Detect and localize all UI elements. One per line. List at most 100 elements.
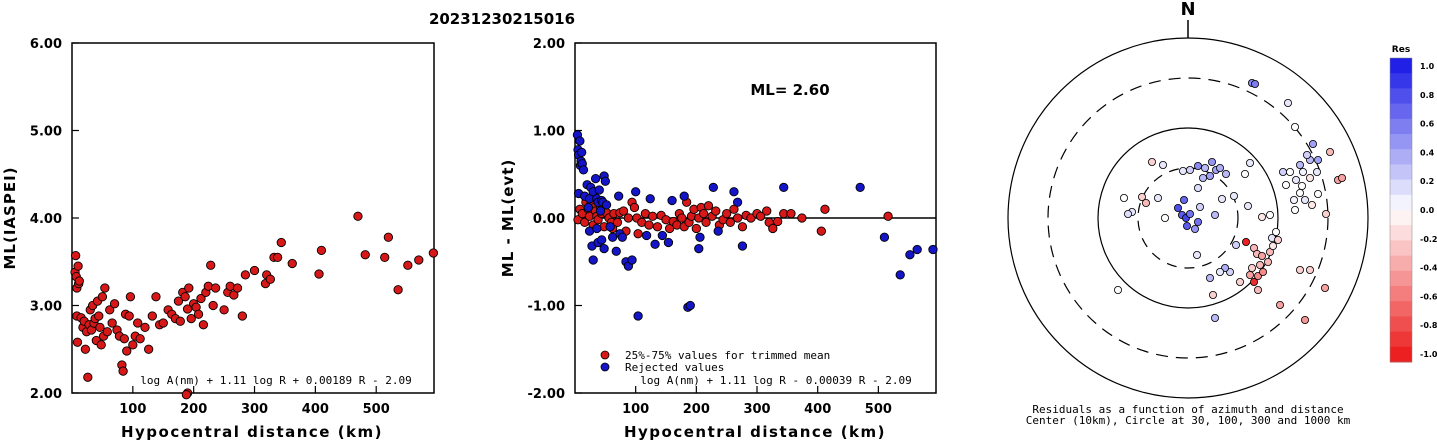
colorbar-swatch bbox=[1390, 134, 1412, 150]
data-point-red bbox=[677, 213, 687, 223]
p1-ytick-label: 4.00 bbox=[30, 212, 62, 227]
data-point-blue bbox=[779, 182, 789, 193]
p2-xtick-label: 100 bbox=[622, 402, 649, 417]
panel1-xlabel: Hypocentral distance (km) bbox=[121, 423, 383, 441]
data-point-red bbox=[140, 322, 150, 333]
polar-point bbox=[1250, 277, 1259, 286]
panel1-y-ticks: 2.00 3.00 4.00 5.00 6.00 bbox=[30, 37, 79, 402]
data-point-red bbox=[722, 208, 732, 219]
data-point-red bbox=[198, 320, 209, 330]
data-point-red bbox=[135, 334, 145, 344]
data-point-red bbox=[353, 211, 363, 221]
colorbar-tick-label: -0.4 bbox=[1420, 264, 1437, 273]
p2-ytick-label: -1.00 bbox=[528, 300, 565, 315]
polar-point bbox=[1191, 224, 1200, 233]
data-point-red bbox=[633, 229, 643, 239]
polar-point bbox=[1292, 175, 1301, 184]
polar-point bbox=[1180, 195, 1189, 204]
data-point-red bbox=[175, 316, 185, 326]
north-label: N bbox=[1180, 0, 1195, 20]
panel2-ylabel: ML - ML(evt) bbox=[499, 159, 517, 277]
data-point-blue bbox=[928, 244, 938, 255]
polar-point bbox=[1251, 80, 1260, 89]
data-point-blue bbox=[912, 244, 922, 255]
polar-point bbox=[1296, 265, 1305, 274]
data-point-red bbox=[249, 265, 260, 276]
data-point-red bbox=[181, 390, 192, 400]
data-point-blue bbox=[600, 176, 610, 186]
p2-xtick-label: 200 bbox=[683, 402, 710, 417]
data-point-red bbox=[698, 208, 709, 219]
data-point-red bbox=[756, 211, 766, 221]
data-point-red bbox=[206, 260, 216, 270]
polar-point bbox=[1216, 163, 1225, 172]
data-point-red bbox=[102, 327, 112, 337]
data-point-red bbox=[383, 232, 394, 242]
data-point-red bbox=[414, 255, 424, 265]
polar-point bbox=[1259, 267, 1268, 276]
polar-point bbox=[1244, 201, 1253, 210]
data-point-red bbox=[265, 274, 275, 284]
data-point-red bbox=[816, 226, 826, 236]
colorbar-tick-label: 0.4 bbox=[1420, 148, 1435, 157]
colorbar-swatch bbox=[1390, 301, 1412, 317]
polar-point bbox=[1290, 195, 1299, 204]
p2-ytick-label: -2.00 bbox=[528, 387, 565, 402]
p1-xtick-label: 300 bbox=[241, 402, 268, 417]
colorbar: Res 1.0 0.8 0.6 0.4 0.2 0.0 -0.2 -0.4 -0.6 -0.8 -1… bbox=[1389, 45, 1437, 363]
data-point-red bbox=[73, 261, 83, 271]
polar-caption-1: Residuals as a function of azimuth and d… bbox=[1032, 403, 1343, 416]
polar-point bbox=[1303, 150, 1312, 159]
data-point-blue bbox=[732, 197, 743, 207]
polar-point bbox=[1174, 203, 1183, 212]
polar-point bbox=[1291, 123, 1300, 132]
data-point-blue bbox=[588, 255, 598, 265]
panel1-formula: log A(nm) + 1.11 log R + 0.00189 R - 2.0… bbox=[140, 374, 412, 387]
colorbar-swatch bbox=[1390, 346, 1412, 363]
data-point-red bbox=[732, 213, 743, 223]
data-point-red bbox=[128, 340, 138, 350]
polar-point bbox=[1186, 165, 1195, 174]
data-point-red bbox=[180, 292, 190, 302]
data-point-red bbox=[196, 293, 206, 304]
polar-point bbox=[1242, 237, 1251, 246]
data-point-red bbox=[107, 318, 117, 328]
data-point-red bbox=[360, 250, 370, 260]
polar-point bbox=[1306, 265, 1315, 274]
data-point-red bbox=[97, 292, 108, 302]
colorbar-swatch bbox=[1390, 103, 1412, 120]
data-point-red bbox=[118, 366, 128, 376]
data-point-red bbox=[629, 202, 640, 213]
p2-xtick-label: 400 bbox=[804, 402, 831, 417]
data-point-blue bbox=[601, 200, 612, 210]
data-point-red bbox=[403, 260, 413, 270]
data-point-red bbox=[124, 311, 134, 321]
data-point-red bbox=[648, 211, 658, 221]
ring-300km bbox=[1047, 77, 1329, 359]
data-point-blue bbox=[607, 232, 618, 242]
data-point-red bbox=[623, 213, 634, 223]
data-point-blue bbox=[879, 232, 890, 242]
colorbar-tick-label: -0.8 bbox=[1420, 321, 1437, 330]
polar-point bbox=[1309, 139, 1318, 148]
data-point-red bbox=[272, 252, 283, 263]
p1-xtick-label: 400 bbox=[302, 402, 329, 417]
colorbar-swatch bbox=[1390, 225, 1412, 241]
data-point-blue bbox=[679, 191, 689, 201]
data-point-red bbox=[314, 269, 324, 279]
p1-ytick-label: 2.00 bbox=[30, 387, 62, 402]
polar-point bbox=[1296, 188, 1305, 197]
panel2-y-ticks: -2.00 -1.00 0.00 1.00 2.00 bbox=[528, 37, 582, 402]
colorbar-tick-label: -1.0 bbox=[1420, 350, 1437, 359]
data-point-red bbox=[762, 206, 772, 216]
data-point-red bbox=[147, 311, 157, 321]
polar-point bbox=[1241, 169, 1250, 178]
polar-point bbox=[1308, 200, 1317, 209]
data-point-red bbox=[883, 211, 893, 221]
data-point-blue bbox=[713, 226, 723, 236]
polar-point bbox=[1276, 300, 1285, 309]
colorbar-swatch bbox=[1390, 270, 1412, 287]
colorbar-swatch bbox=[1390, 58, 1412, 74]
polar-point bbox=[1284, 99, 1293, 108]
